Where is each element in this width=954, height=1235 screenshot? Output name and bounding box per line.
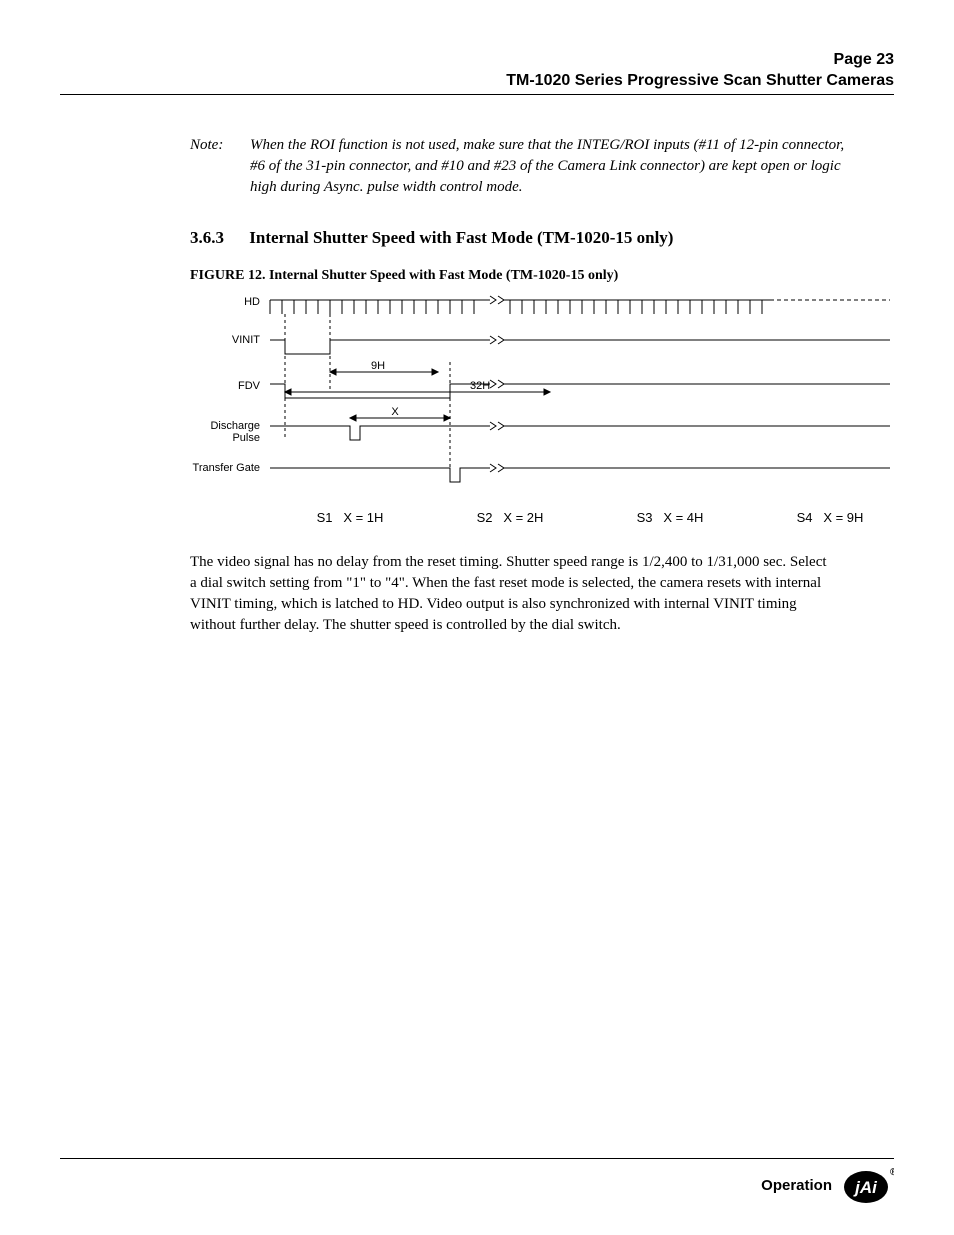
hd-waveform (270, 296, 890, 314)
setting-s1: S1 X = 1H (317, 510, 384, 525)
section-title: Internal Shutter Speed with Fast Mode (T… (249, 228, 673, 247)
footer-label: Operation (761, 1177, 832, 1194)
page: Page 23 TM-1020 Series Progressive Scan … (0, 0, 954, 1235)
page-number: Page 23 (60, 50, 894, 71)
signal-label-discharge: Discharge Pulse (190, 420, 260, 444)
section-number: 3.6.3 (190, 228, 245, 248)
setting-s2: S2 X = 2H (477, 510, 544, 525)
discharge-waveform (270, 422, 890, 440)
label-x: X (391, 406, 399, 418)
x-arrow (350, 415, 450, 421)
svg-text:®: ® (890, 1167, 894, 1178)
svg-text:jAi: jAi (853, 1178, 878, 1197)
settings-row: S1 X = 1H S2 X = 2H S3 X = 4H S4 X = 9H (270, 510, 910, 525)
figure-caption-text: Internal Shutter Speed with Fast Mode (T… (269, 268, 618, 283)
header-title: TM-1020 Series Progressive Scan Shutter … (60, 71, 894, 92)
note-block: Note: When the ROI function is not used,… (190, 135, 894, 198)
signal-label-transfer: Transfer Gate (193, 462, 260, 474)
label-9h: 9H (371, 360, 385, 372)
fdv-waveform (270, 380, 890, 398)
signal-label-fdv: FDV (238, 380, 260, 392)
page-header: Page 23 TM-1020 Series Progressive Scan … (60, 50, 894, 95)
figure-caption-prefix: FIGURE 12. (190, 268, 265, 283)
thirtytwo-h-arrow (285, 389, 550, 395)
setting-s3: S3 X = 4H (637, 510, 704, 525)
signal-label-hd: HD (244, 296, 260, 308)
transfer-waveform (270, 464, 890, 482)
jai-logo-icon: jAi ® (842, 1165, 894, 1205)
section-heading: 3.6.3 Internal Shutter Speed with Fast M… (190, 228, 894, 248)
note-label: Note: (190, 135, 250, 198)
timing-svg: 9H 32H X (190, 292, 890, 502)
label-32h: 32H (470, 380, 490, 392)
page-footer: Operation jAi ® (60, 1158, 894, 1205)
body-paragraph: The video signal has no delay from the r… (190, 552, 834, 636)
vinit-waveform (270, 336, 890, 354)
signal-label-vinit: VINIT (232, 334, 260, 346)
setting-s4: S4 X = 9H (797, 510, 864, 525)
timing-diagram: HD VINIT FDV Discharge Pulse Transfer Ga… (190, 292, 890, 532)
note-text: When the ROI function is not used, make … (250, 135, 894, 198)
figure-caption: FIGURE 12. Internal Shutter Speed with F… (190, 268, 894, 284)
